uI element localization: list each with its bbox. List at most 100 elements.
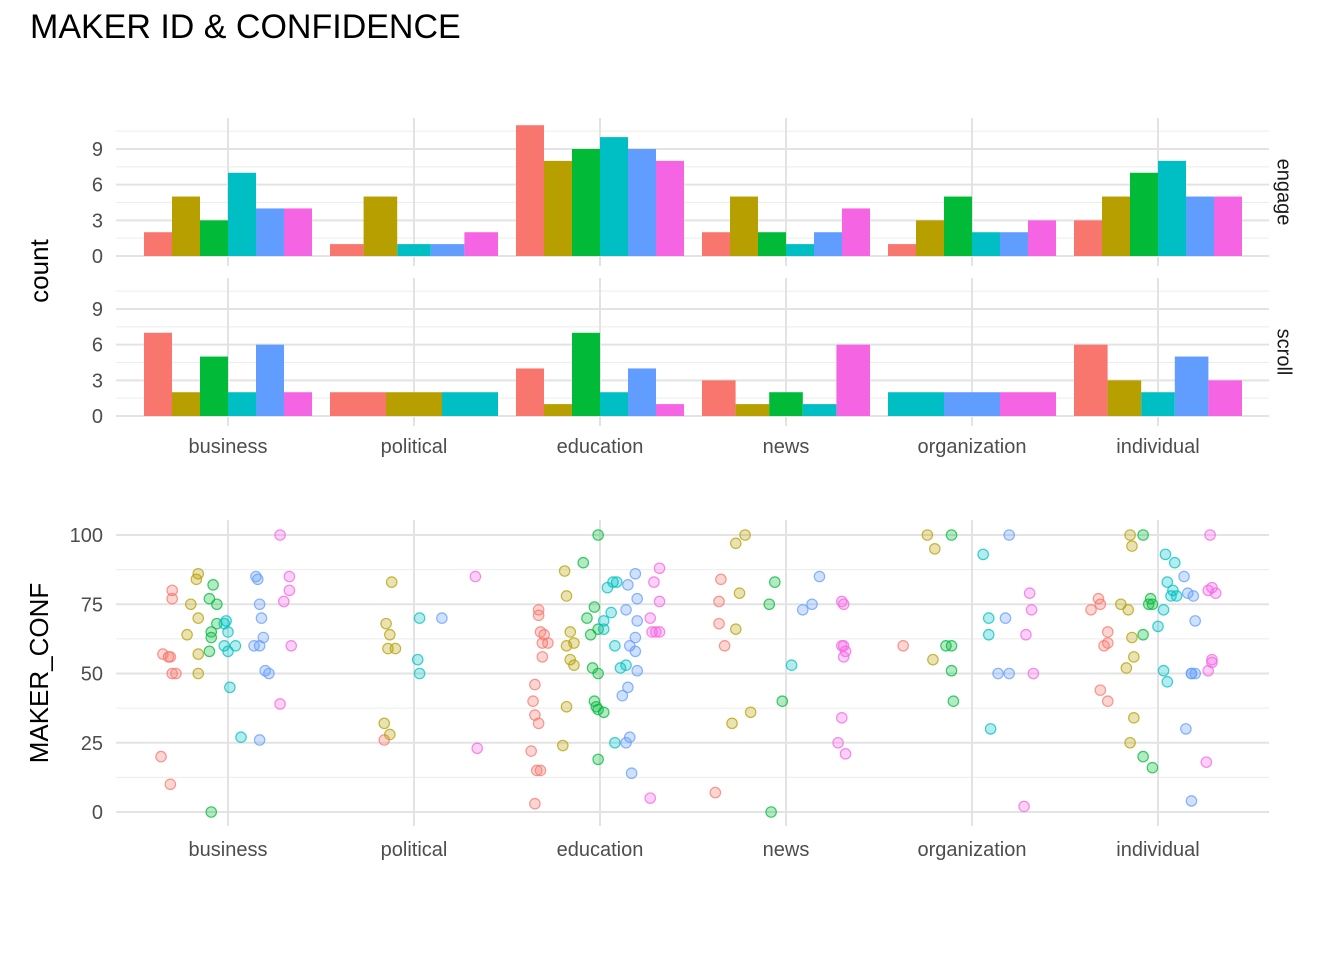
y-tick-label: 75: [81, 594, 103, 616]
scatter-point: [1189, 667, 1201, 680]
scatter-point: [597, 615, 610, 627]
x-tick-label: organization: [918, 839, 1027, 861]
scatter-point: [1023, 587, 1036, 599]
scatter-point: [1146, 598, 1159, 611]
scatter-point: [785, 659, 798, 671]
bar-engage-business-s4: [228, 172, 256, 256]
scatter-point: [203, 645, 216, 658]
scatter-point: [984, 723, 997, 735]
scatter-point: [1003, 667, 1015, 680]
scatter-point: [542, 637, 554, 649]
bar-scroll-business-s3: [200, 356, 228, 416]
scatter-point: [832, 736, 844, 749]
scatter-point: [469, 570, 482, 583]
bar-scroll-education-s4: [600, 392, 628, 416]
scatter-point: [274, 698, 286, 710]
scatter-point: [631, 615, 643, 627]
scatter-point: [709, 786, 722, 799]
bar-engage-business-s6: [284, 208, 312, 256]
bar-scroll-news-s6: [836, 344, 870, 416]
scatter-point: [837, 598, 850, 611]
scatter-point: [1018, 800, 1030, 813]
y-tick-label: 3: [92, 210, 103, 232]
scatter-point: [274, 529, 286, 541]
scatter-point: [413, 667, 426, 680]
scatter-point: [1157, 664, 1170, 677]
scatter-point: [1027, 667, 1040, 680]
scatter-point: [729, 537, 742, 550]
scatter-point: [653, 626, 666, 638]
scatter-point: [413, 612, 426, 624]
scatter-point: [248, 639, 260, 652]
scatter-point: [592, 667, 604, 680]
scatter-point: [982, 612, 995, 624]
scatter-point: [729, 623, 742, 635]
scatter-point: [1128, 651, 1140, 663]
scatter-point: [1094, 598, 1107, 611]
scatter-point: [653, 562, 666, 575]
scatter-point: [1159, 548, 1172, 561]
scatter-point: [1204, 529, 1216, 541]
scatter-point: [532, 609, 545, 622]
bar-engage-news-s5: [814, 232, 842, 256]
scatter-point: [644, 612, 657, 624]
scatter-point: [1187, 590, 1200, 602]
bar-scroll-organization-s4: [888, 392, 944, 416]
y-axis-title-count: count: [24, 238, 54, 302]
scatter-point: [629, 631, 642, 644]
bar-scroll-business-s2: [172, 392, 200, 416]
scatter-point: [739, 529, 751, 541]
scatter-point: [1094, 684, 1107, 696]
scatter-point: [769, 576, 781, 588]
scatter-point: [384, 628, 396, 641]
scatter-point: [649, 626, 662, 638]
scatter-point: [436, 612, 448, 624]
scatter-point: [897, 639, 909, 652]
y-tick-label: 0: [92, 802, 103, 824]
scatter-point: [205, 631, 218, 644]
scatter-point: [1152, 620, 1164, 633]
scatter-point: [644, 792, 657, 804]
scatter-point: [715, 573, 727, 586]
y-tick-label: 0: [92, 406, 103, 428]
bar-engage-organization-s2: [916, 220, 944, 256]
scatter-point: [1137, 628, 1149, 641]
scatter-point: [568, 659, 580, 671]
scatter-point: [263, 667, 275, 680]
bar-engage-news-s4: [786, 244, 814, 256]
bar-scroll-business-s4: [228, 392, 256, 416]
scatter-point: [283, 584, 296, 597]
scatter-point: [560, 639, 573, 652]
scatter-point: [977, 548, 989, 561]
bar-engage-education-s3: [572, 149, 600, 256]
scatter-point: [653, 595, 666, 608]
scatter-point: [185, 598, 197, 611]
scatter-point: [763, 598, 776, 611]
scatter-point: [251, 573, 264, 586]
y-tick-label: 9: [92, 139, 103, 161]
scatter-point: [837, 651, 850, 663]
scatter-point: [530, 764, 543, 777]
bar-engage-education-s4: [600, 137, 628, 256]
scatter-point: [1161, 676, 1174, 688]
scatter-point: [1157, 603, 1170, 616]
bar-scroll-individual-s4: [1141, 392, 1175, 416]
scatter-point: [378, 717, 391, 730]
bar-scroll-news-s3: [769, 392, 803, 416]
scatter-point: [945, 529, 958, 541]
bar-scroll-individual-s5: [1174, 356, 1209, 416]
scatter-point: [629, 645, 642, 658]
bar-scroll-individual-s1: [1074, 344, 1108, 416]
scatter-point: [411, 653, 424, 666]
bar-scroll-news-s4: [802, 404, 837, 416]
scatter-point: [592, 753, 604, 766]
y-tick-label: 6: [92, 175, 103, 197]
scatter-point: [155, 750, 167, 763]
scatter-point: [947, 695, 960, 707]
scatter-point: [1189, 615, 1201, 627]
scatter-point: [622, 681, 634, 694]
scatter-point: [380, 617, 392, 630]
scatter-point: [1120, 662, 1133, 674]
scatter-point: [927, 653, 939, 666]
scatter-point: [384, 728, 396, 741]
